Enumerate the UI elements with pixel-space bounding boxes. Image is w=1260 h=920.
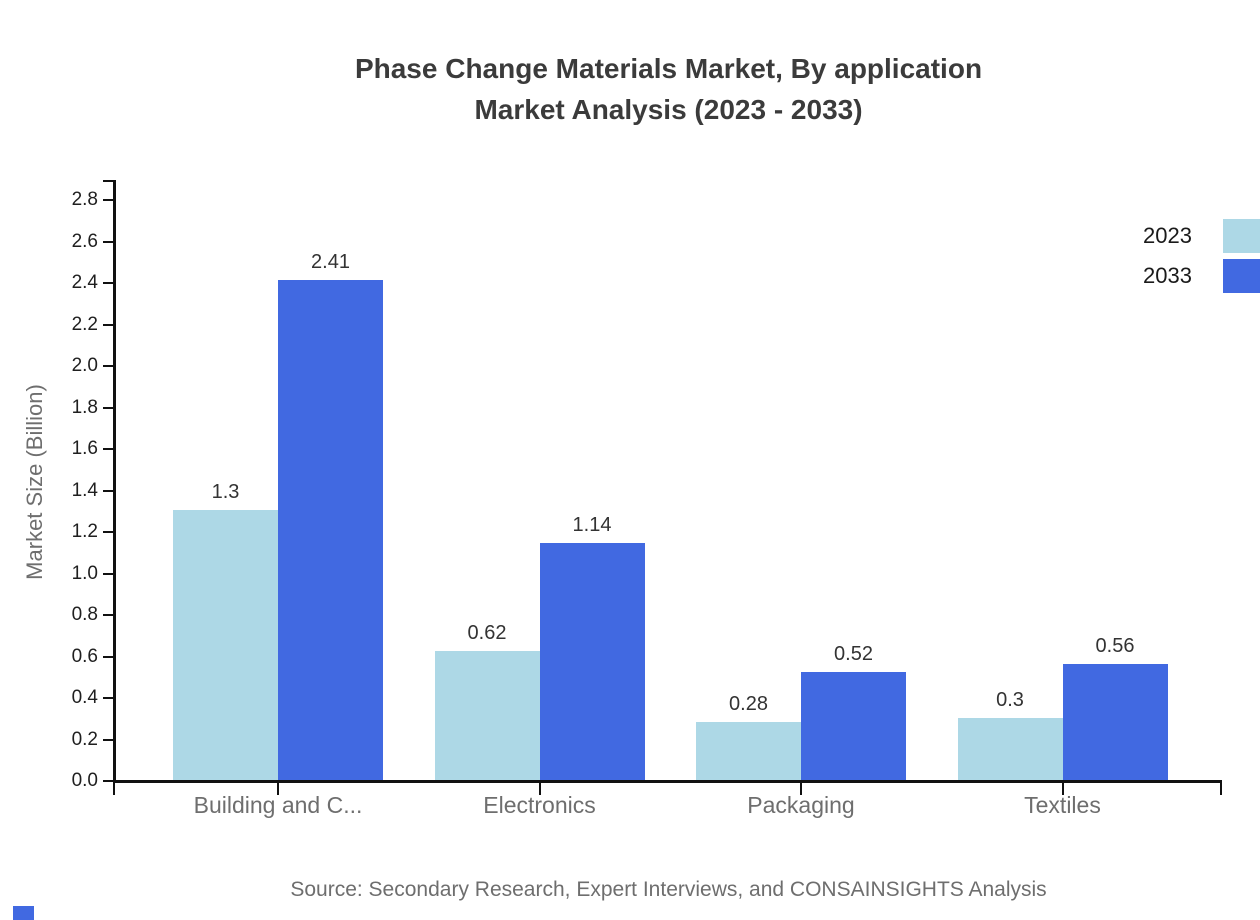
y-tick-mark (103, 240, 113, 243)
y-tick-label: 0.4 (71, 687, 98, 708)
legend-label-2033[interactable]: 2033 (1143, 263, 1192, 288)
bar-2023 (696, 722, 801, 780)
bar-2033 (278, 280, 383, 780)
y-tick-label: 2.0 (71, 355, 98, 376)
bar-2023 (957, 718, 1063, 780)
legend: 2023 2033 (1143, 219, 1260, 299)
y-tick-mark (103, 365, 113, 367)
y-tick-mark (103, 448, 113, 450)
chart-title-line1: Phase Change Materials Market, By applic… (354, 53, 983, 84)
y-tick-label: 2.6 (71, 230, 98, 252)
x-axis-end-cap (1220, 783, 1222, 795)
y-tick-label: 1.6 (71, 438, 98, 459)
y-tick-label: 2.2 (71, 313, 98, 335)
y-axis-line (113, 180, 116, 783)
y-tick-mark (103, 531, 113, 533)
bar-2033 (539, 543, 645, 780)
y-tick-label: 1.2 (71, 521, 98, 542)
y-tick-label: 0.0 (71, 770, 98, 791)
x-tick-mark (538, 783, 541, 795)
y-tick-mark (103, 323, 113, 326)
bar-value-label: 1.14 (572, 514, 612, 536)
legend-swatch-2033[interactable] (1223, 259, 1260, 293)
bar-value-label: 0.28 (729, 693, 768, 715)
bar-value-label: 0.56 (1095, 635, 1135, 657)
legend-item-2033[interactable]: 2033 (1143, 259, 1260, 293)
y-tick-label: 0.2 (71, 728, 98, 750)
x-tick-mark (800, 783, 802, 795)
x-axis-line (113, 780, 1222, 783)
x-tick-mark (277, 783, 279, 795)
bar-value-label: 0.62 (467, 622, 507, 644)
y-axis-top-cap (103, 180, 113, 182)
y-tick-label: 1.8 (71, 396, 98, 418)
bar-2033 (801, 672, 906, 780)
bar-value-label: 1.3 (211, 481, 240, 503)
x-category-label: Electronics (483, 792, 596, 818)
y-tick-mark (103, 697, 113, 699)
x-tick-mark (1061, 783, 1064, 795)
legend-swatch-2023[interactable] (1223, 219, 1260, 253)
bar-2033 (1062, 664, 1168, 780)
source-note: Source: Secondary Research, Expert Inter… (290, 878, 1047, 901)
legend-label-2023[interactable]: 2023 (1143, 223, 1192, 248)
x-category-label: Textiles (1024, 792, 1101, 818)
y-tick-mark (103, 738, 113, 741)
bar-value-label: 2.41 (311, 251, 350, 273)
y-tick-mark (103, 655, 113, 658)
bar-value-label: 0.3 (996, 689, 1024, 711)
bar-2023 (434, 651, 540, 780)
y-tick-mark (103, 614, 113, 616)
y-tick-label: 1.0 (71, 562, 98, 584)
y-tick-mark (103, 199, 113, 201)
bar-value-label: 0.52 (834, 643, 873, 665)
y-tick-mark (103, 406, 113, 409)
brand-logo-box (13, 906, 34, 920)
y-tick-mark (103, 780, 113, 782)
y-tick-label: 2.8 (71, 189, 98, 210)
y-tick-label: 2.4 (71, 272, 98, 293)
x-axis-start-cap (113, 783, 115, 795)
legend-item-2023[interactable]: 2023 (1143, 219, 1260, 253)
chart-title: Phase Change Materials Market, By applic… (115, 48, 1222, 130)
y-tick-label: 1.4 (71, 479, 98, 501)
y-tick-label: 0.8 (71, 604, 98, 625)
chart-title-line2: Market Analysis (2023 - 2033) (474, 94, 863, 125)
y-tick-mark (103, 572, 113, 575)
x-category-label: Building and C... (193, 792, 363, 818)
y-tick-mark (103, 282, 113, 284)
x-category-label: Packaging (747, 792, 855, 818)
y-tick-label: 0.6 (71, 645, 98, 667)
y-tick-mark (103, 489, 113, 492)
bar-2023 (173, 510, 278, 780)
